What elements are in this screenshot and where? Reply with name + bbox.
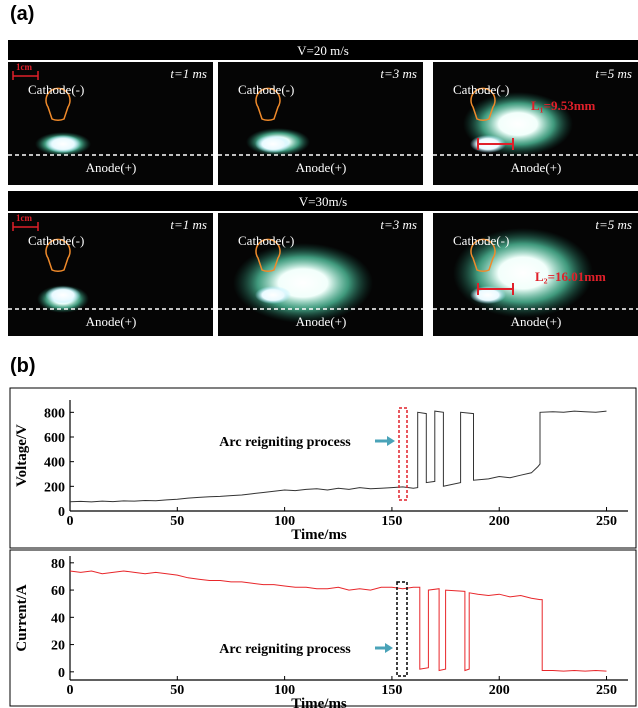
y-tick-label: 60 xyxy=(51,584,65,599)
x-axis-title: Time/ms xyxy=(291,527,347,543)
time-label: t=5 ms xyxy=(595,217,632,232)
panel-label: (a) xyxy=(10,3,34,25)
anode-label: Anode(+) xyxy=(296,160,347,175)
cathode-outline xyxy=(255,87,281,121)
time-label: t=1 ms xyxy=(170,66,207,81)
cathode-label: Cathode(-) xyxy=(453,233,509,248)
speed-label: V=30m/s xyxy=(299,194,348,209)
annotation: Arc reigniting process xyxy=(219,642,351,657)
x-tick-label: 250 xyxy=(596,514,617,529)
x-tick-label: 250 xyxy=(596,683,617,698)
anode-label: Anode(+) xyxy=(296,314,347,329)
x-tick-label: 0 xyxy=(67,514,74,529)
annotation-arrowhead xyxy=(385,643,393,653)
length-label: L₂=16.01mm xyxy=(535,269,606,284)
cathode-label: Cathode(-) xyxy=(453,82,509,97)
cathode-outline xyxy=(45,238,71,272)
chart-box xyxy=(9,387,637,549)
y-tick-label: 400 xyxy=(44,456,65,471)
highlight-box xyxy=(396,581,408,677)
arc-core xyxy=(45,286,81,304)
row-header xyxy=(8,40,638,60)
arc-core xyxy=(45,135,81,153)
cathode-label: Cathode(-) xyxy=(238,233,294,248)
arc-glow xyxy=(233,243,373,323)
anode-label: Anode(+) xyxy=(511,160,562,175)
y-tick-label: 200 xyxy=(44,480,65,495)
x-tick-label: 200 xyxy=(489,514,510,529)
x-tick-label: 200 xyxy=(489,683,510,698)
arc-core xyxy=(255,286,291,304)
chart-box xyxy=(9,549,637,707)
x-tick-label: 150 xyxy=(381,683,402,698)
y-tick-label: 80 xyxy=(51,557,65,572)
annotation-arrowhead xyxy=(387,436,395,446)
cathode-label: Cathode(-) xyxy=(238,82,294,97)
photo-frame xyxy=(8,213,213,336)
cathode-outline xyxy=(470,238,496,272)
y-tick-label: 600 xyxy=(44,431,65,446)
annotation: Arc reigniting process xyxy=(219,435,351,450)
arc-core xyxy=(255,135,291,153)
highlight-box xyxy=(398,407,408,501)
y-tick-label: 40 xyxy=(51,611,65,626)
length-label: L₁=9.53mm xyxy=(531,98,596,113)
x-tick-label: 100 xyxy=(274,683,295,698)
panel-label: (b) xyxy=(10,355,36,377)
row-header xyxy=(8,191,638,211)
time-label: t=3 ms xyxy=(380,66,417,81)
y-tick-label: 0 xyxy=(58,505,65,520)
x-tick-label: 150 xyxy=(381,514,402,529)
y-tick-label: 20 xyxy=(51,639,65,654)
y-axis-title: Voltage/V xyxy=(14,424,30,487)
y-tick-label: 800 xyxy=(44,406,65,421)
scale-label: 1cm xyxy=(16,213,32,223)
time-label: t=3 ms xyxy=(380,217,417,232)
y-axis-title: Current/A xyxy=(14,584,30,651)
cathode-label: Cathode(-) xyxy=(28,82,84,97)
cathode-label: Cathode(-) xyxy=(28,233,84,248)
cathode-outline xyxy=(470,87,496,121)
cathode-outline xyxy=(255,238,281,272)
photo-frame xyxy=(8,62,213,185)
x-tick-label: 50 xyxy=(170,514,184,529)
data-line xyxy=(69,410,607,503)
y-tick-label: 0 xyxy=(58,666,65,681)
anode-label: Anode(+) xyxy=(86,160,137,175)
photo-frame xyxy=(218,62,423,185)
x-tick-label: 0 xyxy=(67,683,74,698)
speed-label: V=20 m/s xyxy=(297,43,349,58)
x-tick-label: 50 xyxy=(170,683,184,698)
x-axis-title: Time/ms xyxy=(291,696,347,708)
data-line xyxy=(69,570,607,672)
scale-label: 1cm xyxy=(16,62,32,72)
x-tick-label: 100 xyxy=(274,514,295,529)
anode-label: Anode(+) xyxy=(511,314,562,329)
cathode-outline xyxy=(45,87,71,121)
time-label: t=1 ms xyxy=(170,217,207,232)
anode-label: Anode(+) xyxy=(86,314,137,329)
time-label: t=5 ms xyxy=(595,66,632,81)
